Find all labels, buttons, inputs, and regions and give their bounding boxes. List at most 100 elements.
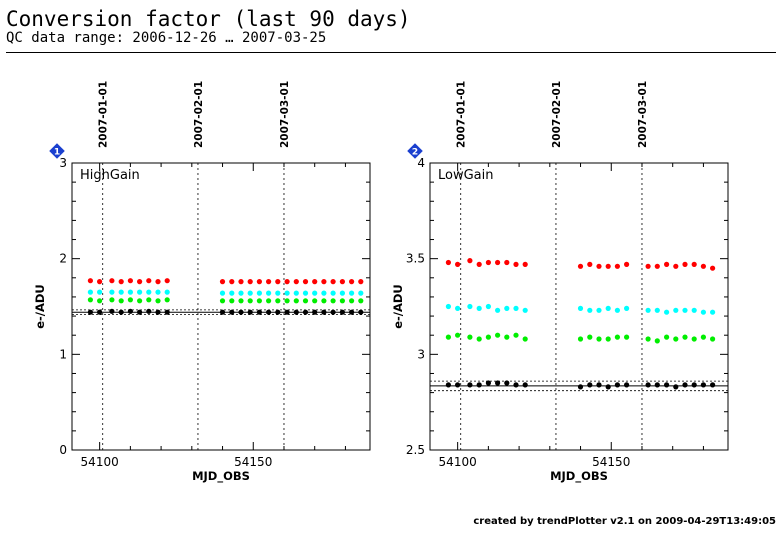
data-point-cyan xyxy=(605,305,611,311)
data-point-green xyxy=(219,298,226,304)
x-tick-label: 54150 xyxy=(592,455,630,469)
data-point-green xyxy=(682,334,688,340)
data-point-cyan xyxy=(664,309,670,315)
data-point-red xyxy=(596,263,602,269)
data-point-cyan xyxy=(485,303,491,310)
data-point-cyan xyxy=(522,307,528,313)
data-point-black xyxy=(87,309,93,315)
data-point-green xyxy=(710,336,716,342)
date-marker-label: 2007-03-01 xyxy=(279,81,291,148)
plot-frame xyxy=(429,162,729,451)
data-point-black xyxy=(700,382,707,388)
data-point-red xyxy=(256,279,262,285)
data-point-red xyxy=(87,278,93,284)
data-point-green xyxy=(664,334,670,340)
data-point-black xyxy=(577,384,584,390)
data-point-red xyxy=(645,263,651,269)
data-point-green xyxy=(605,336,611,342)
data-point-black xyxy=(238,309,244,315)
data-point-cyan xyxy=(109,289,115,295)
data-point-black xyxy=(339,309,345,315)
data-point-cyan xyxy=(614,307,621,313)
data-point-black xyxy=(321,309,327,315)
data-point-red xyxy=(624,261,630,267)
data-point-green xyxy=(700,334,707,340)
data-point-black xyxy=(614,382,621,388)
data-point-cyan xyxy=(358,290,364,296)
data-point-black xyxy=(495,380,501,386)
data-point-black xyxy=(710,382,716,388)
header: Conversion factor (last 90 days) QC data… xyxy=(6,7,776,53)
data-point-green xyxy=(467,334,473,340)
page-title: Conversion factor (last 90 days) xyxy=(6,7,411,31)
data-point-red xyxy=(455,261,461,267)
data-point-green xyxy=(164,297,170,303)
data-point-black xyxy=(504,380,510,386)
data-point-black xyxy=(312,309,318,315)
data-point-black xyxy=(467,382,473,388)
chart-panel-2: 2007-01-01 2007-02-01 2007-03-01 54100 54150… xyxy=(391,81,729,484)
data-point-cyan xyxy=(476,305,482,311)
data-point-red xyxy=(155,279,161,285)
data-point-cyan xyxy=(349,290,355,296)
date-marker-label: 2007-03-01 xyxy=(637,81,649,148)
badge-number: 2 xyxy=(412,148,418,158)
data-point-red xyxy=(219,279,226,285)
data-point-black xyxy=(645,382,651,388)
data-point-black xyxy=(455,382,461,388)
data-point-black xyxy=(137,309,143,315)
data-point-cyan xyxy=(127,289,133,295)
data-point-green xyxy=(587,334,593,340)
data-point-red xyxy=(321,279,327,285)
data-point-green xyxy=(691,336,697,342)
data-point-cyan xyxy=(577,305,584,311)
data-point-black xyxy=(691,382,697,388)
data-point-green xyxy=(229,298,235,304)
y-tick-label: 3.5 xyxy=(406,252,425,266)
data-point-cyan xyxy=(229,290,235,296)
data-point-black xyxy=(358,309,364,315)
data-point-red xyxy=(266,279,272,285)
data-point-black xyxy=(673,384,679,390)
data-point-cyan xyxy=(87,289,93,295)
date-marker-label: 2007-02-01 xyxy=(551,81,563,148)
data-point-cyan xyxy=(645,307,651,313)
data-point-red xyxy=(614,263,621,269)
data-point-cyan xyxy=(146,289,152,295)
data-point-cyan xyxy=(339,290,345,296)
data-point-cyan xyxy=(495,307,501,313)
data-point-red xyxy=(700,263,707,269)
y-tick-label: 1 xyxy=(59,347,67,361)
data-point-cyan xyxy=(596,307,602,313)
data-point-green xyxy=(624,334,630,340)
data-point-black xyxy=(266,309,272,315)
data-point-black xyxy=(476,382,482,388)
data-point-green xyxy=(504,334,510,340)
data-point-green xyxy=(455,332,461,338)
data-point-green xyxy=(522,336,528,342)
data-point-red xyxy=(109,278,115,284)
data-point-green xyxy=(155,298,161,304)
data-point-black xyxy=(522,382,528,388)
header-divider xyxy=(6,52,776,53)
data-point-green xyxy=(349,298,355,304)
credit-text: created by trendPlotter v2.1 on 2009-04-… xyxy=(473,516,776,527)
data-point-cyan xyxy=(467,303,473,310)
diamond-badge-icon xyxy=(407,143,423,159)
data-point-green xyxy=(358,298,364,304)
data-point-red xyxy=(522,261,528,267)
data-point-cyan xyxy=(330,290,336,296)
data-point-black xyxy=(146,308,152,314)
data-point-cyan xyxy=(247,290,253,296)
data-point-black xyxy=(97,309,103,315)
data-point-black xyxy=(229,309,235,315)
data-point-green xyxy=(293,298,299,304)
data-point-black xyxy=(293,309,299,315)
data-point-black xyxy=(349,309,355,315)
data-point-cyan xyxy=(164,289,170,295)
data-point-green xyxy=(445,334,451,340)
y-axis-label: e-/ADU xyxy=(33,284,47,329)
data-point-black xyxy=(485,380,491,386)
panel-label: LowGain xyxy=(438,168,494,183)
